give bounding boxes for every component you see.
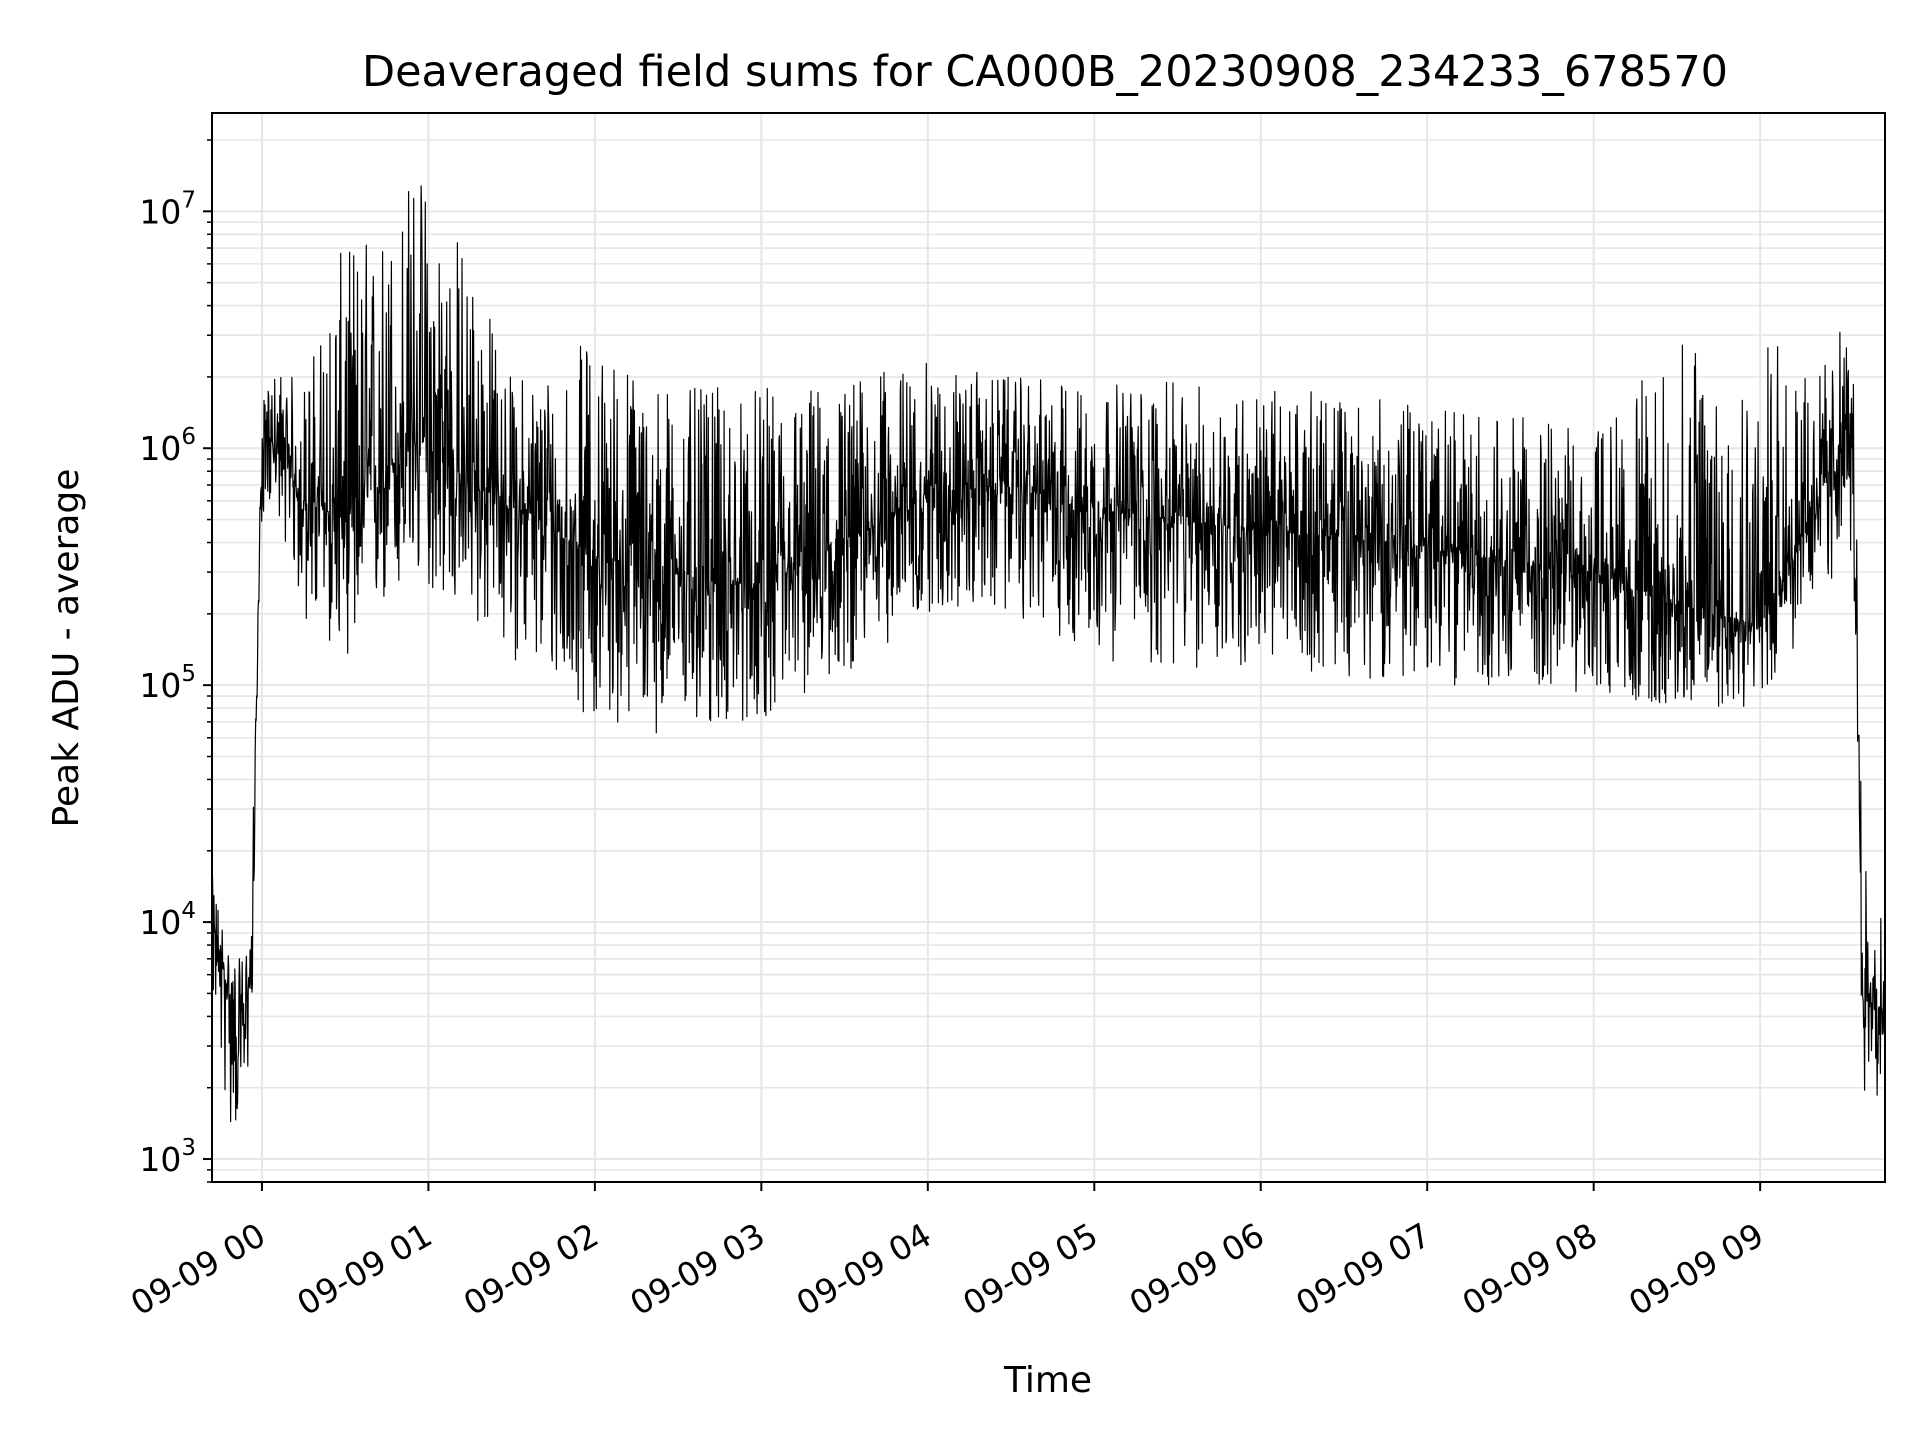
y-tick-label-exponent: 6: [181, 424, 196, 450]
y-tick-label-exponent: 3: [181, 1135, 196, 1161]
x-axis-label: Time: [1003, 1360, 1092, 1401]
y-tick-label-base: 10: [139, 192, 181, 231]
y-tick-label-exponent: 4: [181, 898, 196, 924]
y-tick-label: 105: [139, 661, 196, 705]
y-tick-label: 106: [139, 424, 196, 468]
series-line: [211, 185, 1886, 1123]
y-tick-label-base: 10: [139, 1140, 181, 1179]
y-tick-label-base: 10: [139, 429, 181, 468]
plot-area: [211, 112, 1886, 1183]
chart-title: Deaveraged field sums for CA000B_2023090…: [362, 47, 1728, 97]
y-tick-label-exponent: 5: [181, 661, 196, 687]
y-tick-label-exponent: 7: [181, 187, 196, 213]
y-tick-label: 104: [139, 898, 196, 942]
y-tick-label: 107: [139, 187, 196, 231]
y-axis-label: Peak ADU - average: [46, 469, 87, 828]
y-tick-label: 103: [139, 1135, 196, 1179]
y-tick-label-base: 10: [139, 903, 181, 942]
y-tick-label-base: 10: [139, 666, 181, 705]
series-path: [211, 185, 1886, 1123]
